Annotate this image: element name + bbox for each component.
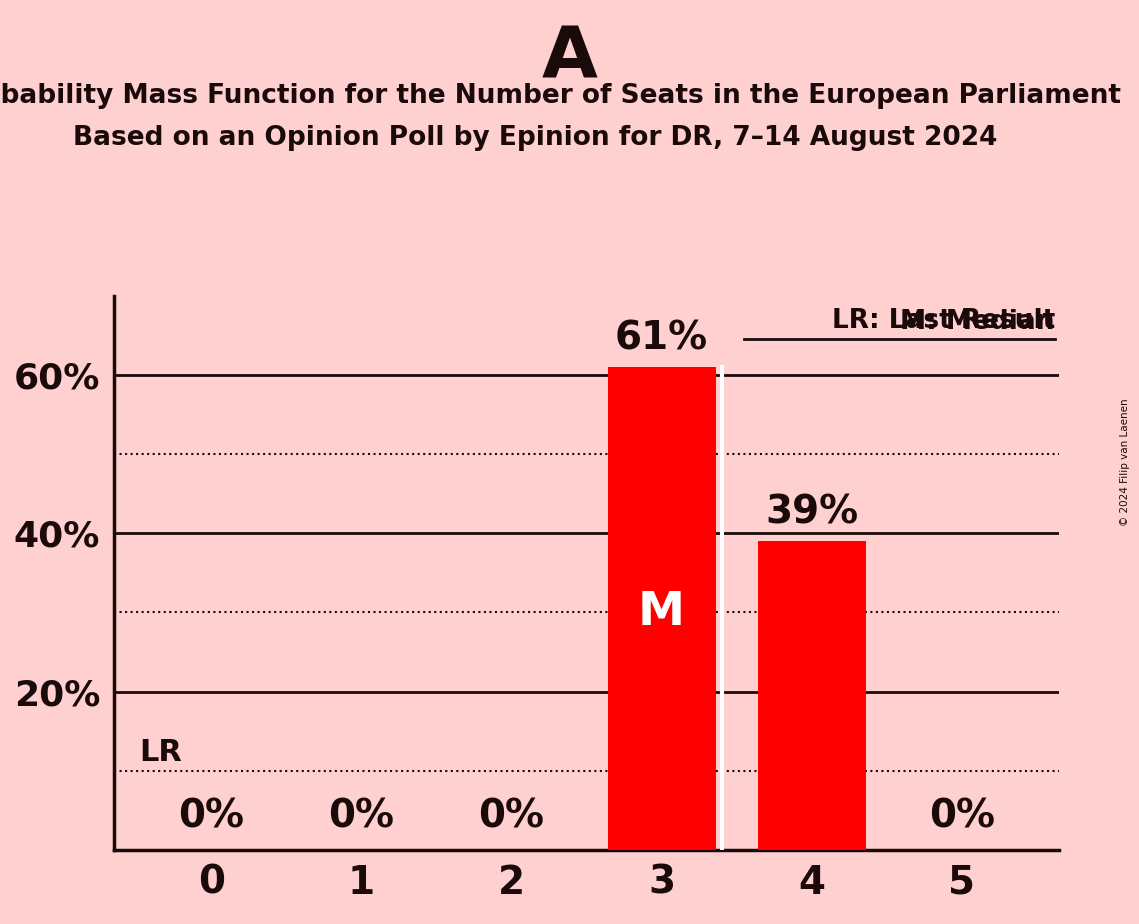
Text: © 2024 Filip van Laenen: © 2024 Filip van Laenen (1121, 398, 1130, 526)
Text: A: A (541, 23, 598, 92)
Text: 0%: 0% (928, 797, 994, 836)
Text: 39%: 39% (765, 493, 858, 531)
Text: M: Median: M: Median (900, 310, 1055, 335)
Bar (757, 541, 866, 850)
Text: 0%: 0% (179, 797, 245, 836)
Text: 0%: 0% (478, 797, 544, 836)
Text: Probability Mass Function for the Number of Seats in the European Parliament: Probability Mass Function for the Number… (0, 83, 1121, 109)
Text: 61%: 61% (615, 320, 708, 358)
Bar (607, 367, 715, 850)
Text: Based on an Opinion Poll by Epinion for DR, 7–14 August 2024: Based on an Opinion Poll by Epinion for … (73, 125, 998, 151)
Text: 0%: 0% (328, 797, 394, 836)
Text: LR: LR (139, 738, 182, 767)
Text: M: M (638, 590, 686, 635)
Text: LR: Last Result: LR: Last Result (831, 308, 1055, 334)
